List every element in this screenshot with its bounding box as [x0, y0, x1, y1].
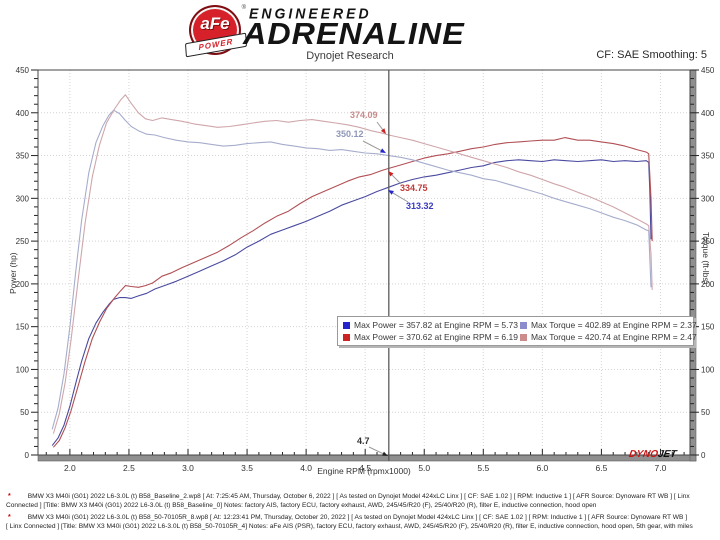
svg-text:2.5: 2.5: [123, 463, 135, 473]
legend-swatch: [343, 333, 350, 341]
cursor-value-label: 350.12: [336, 129, 364, 139]
svg-text:300: 300: [701, 194, 715, 203]
svg-text:3.0: 3.0: [182, 463, 194, 473]
svg-text:450: 450: [701, 66, 715, 75]
footnotes: * BMW X3 M40i (G01) 2022 L6-3.0L (t) B58_…: [6, 493, 718, 535]
svg-text:200: 200: [701, 280, 715, 289]
brand-engineered: ENGINEERED: [249, 4, 372, 22]
legend-item-label: Max Torque = 402.89 at Engine RPM = 2.37: [530, 320, 697, 330]
svg-text:400: 400: [701, 109, 715, 118]
curve-torque_run2_afe: [52, 94, 653, 434]
svg-text:3.5: 3.5: [241, 463, 253, 473]
svg-text:450: 450: [16, 66, 30, 75]
svg-text:400: 400: [16, 109, 30, 118]
cursor-arrow-icon: [380, 128, 386, 134]
cursor-value-label: 334.75: [400, 183, 428, 193]
svg-text:6.0: 6.0: [536, 463, 548, 473]
svg-text:0: 0: [25, 451, 30, 460]
svg-text:50: 50: [701, 408, 710, 417]
legend-swatch: [519, 333, 527, 341]
footnote: * BMW X3 M40i (G01) 2022 L6-3.0L (t) B58_…: [6, 514, 718, 531]
footnote-marker: *: [8, 514, 11, 521]
svg-text:250: 250: [701, 237, 715, 246]
footnote: * BMW X3 M40i (G01) 2022 L6-3.0L (t) B58_…: [6, 493, 718, 510]
footnote-text: Connected ] [Title: BMW X3 M40i (G01) 20…: [6, 501, 597, 509]
afe-power-logo: aFe ® POWER: [184, 5, 248, 58]
legend-item-label: Max Power = 370.62 at Engine RPM = 6.19: [354, 332, 518, 342]
curve-power_run1_baseline: [51, 159, 652, 446]
footnote-text: BMW X3 M40i (G01) 2022 L6-3.0L (t) B58_5…: [27, 514, 688, 521]
cursor-arrow-icon: [388, 171, 394, 177]
brand-adrenaline: ADRENALINE: [243, 16, 465, 51]
svg-text:100: 100: [701, 365, 715, 374]
legend-item: Max Torque = 420.74 at Engine RPM = 2.47: [518, 331, 697, 343]
curve-torque_run1_baseline: [51, 109, 652, 430]
svg-text:150: 150: [701, 323, 715, 332]
legend-item: Max Power = 357.82 at Engine RPM = 5.73: [341, 319, 518, 331]
svg-text:200: 200: [16, 280, 30, 289]
legend-item: Max Power = 370.62 at Engine RPM = 6.19: [341, 331, 518, 343]
legend: Max Power = 357.82 at Engine RPM = 5.73 …: [337, 316, 697, 346]
cursor-value-label: 374.09: [350, 110, 378, 120]
footnote-text: BMW X3 M40i (G01) 2022 L6-3.0L (t) B58_B…: [27, 493, 690, 500]
footnote-text: [ Linx Connected ] [Title: BMW X3 M40i (…: [6, 522, 693, 530]
svg-text:4.0: 4.0: [300, 463, 312, 473]
cursor-value-label: 4.7: [357, 436, 370, 446]
svg-text:350: 350: [16, 152, 30, 161]
svg-text:7.0: 7.0: [655, 463, 667, 473]
svg-text:2.0: 2.0: [64, 463, 76, 473]
svg-text:6.5: 6.5: [595, 463, 607, 473]
svg-text:350: 350: [701, 152, 715, 161]
svg-text:0: 0: [701, 451, 706, 460]
cursor-arrow-icon: [388, 190, 394, 195]
cursor-value-label: 313.32: [406, 201, 434, 211]
afe-logo-text: aFe: [200, 14, 230, 33]
cursor-arrow-icon: [380, 148, 386, 153]
legend-swatch: [343, 321, 350, 329]
rpm-axis-label: Engine RPM (rpmx1000): [317, 466, 411, 476]
svg-text:4.5: 4.5: [359, 463, 371, 473]
chart-subtitle: Dynojet Research: [306, 50, 394, 62]
footnote-marker: *: [8, 493, 11, 500]
svg-text:300: 300: [16, 194, 30, 203]
svg-text:5.0: 5.0: [418, 463, 430, 473]
legend-item: Max Torque = 402.89 at Engine RPM = 2.37: [518, 319, 697, 331]
curve-power_run2_afe: [52, 137, 653, 448]
legend-item-label: Max Power = 357.82 at Engine RPM = 5.73: [354, 320, 518, 330]
svg-text:100: 100: [16, 365, 30, 374]
dynojet-logo: DYNOJET: [628, 449, 678, 460]
smoothing-label: CF: SAE Smoothing: 5: [596, 49, 707, 61]
registered-mark-icon: ®: [241, 5, 246, 11]
svg-text:250: 250: [16, 237, 30, 246]
svg-text:150: 150: [16, 323, 30, 332]
svg-text:5.5: 5.5: [477, 463, 489, 473]
cursor-arrow-icon: [382, 451, 388, 456]
legend-item-label: Max Torque = 420.74 at Engine RPM = 2.47: [530, 332, 697, 342]
legend-swatch: [519, 321, 527, 329]
svg-text:50: 50: [20, 408, 29, 417]
